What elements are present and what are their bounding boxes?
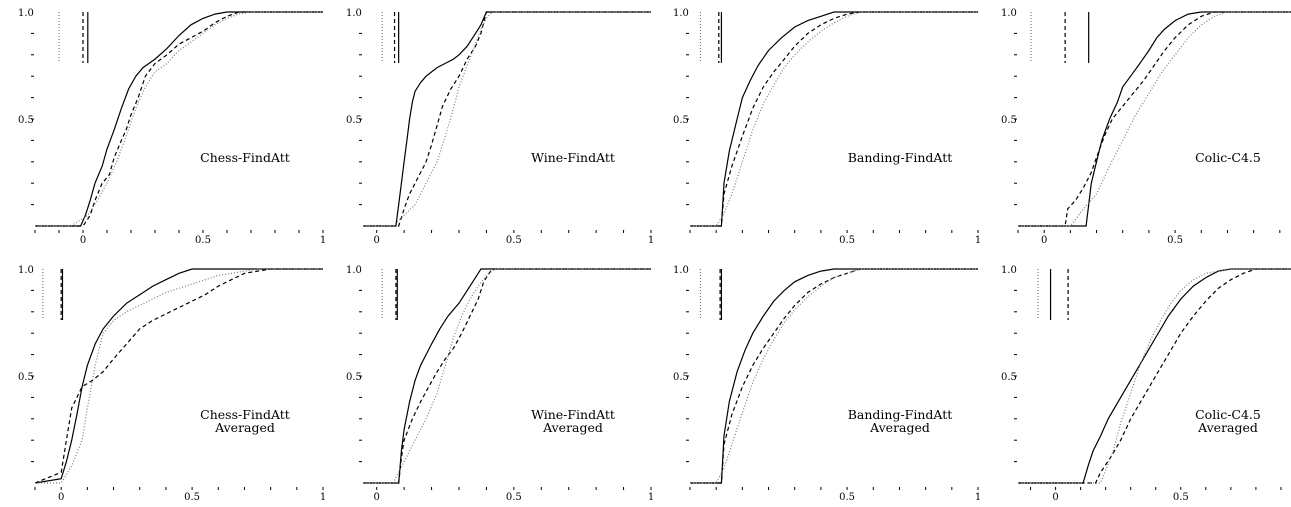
series-line-solid: [1018, 11, 1291, 227]
series-line-dashed: [34, 268, 323, 484]
y-tick-label: 0.5: [18, 372, 34, 383]
x-tick-label: 1: [975, 235, 981, 246]
panel-annotation: Wine-FindAtt: [531, 150, 615, 165]
panel-annotation: Averaged: [1197, 420, 1258, 435]
y-tick-label: 1.0: [1001, 265, 1017, 276]
panel-annotation: Banding-FindAtt: [848, 407, 953, 422]
y-tick-label: 1.0: [18, 8, 34, 19]
x-tick-label: 0.5: [839, 235, 855, 246]
y-tick-label: 0.5: [1001, 372, 1017, 383]
panel-annotation: Averaged: [869, 420, 930, 435]
x-tick-label: 0.5: [1173, 492, 1189, 502]
y-tick-label: 1.0: [346, 265, 362, 276]
series-line-dashed: [690, 11, 978, 227]
x-tick-label: 1: [320, 492, 326, 502]
series-line-dashed: [363, 268, 651, 484]
x-tick-label: 0.5: [195, 235, 211, 246]
y-tick-label: 1.0: [346, 8, 362, 19]
panel-1: 0.5 1.0 0 0.5 1 Chess-FindAtt: [18, 8, 326, 246]
y-tick-label: 1.0: [18, 265, 34, 276]
series-line-dotted: [690, 11, 978, 227]
panel-annotation: Wine-FindAtt: [531, 407, 615, 422]
x-tick-label: 0: [58, 492, 64, 502]
series-line-dotted: [1018, 268, 1291, 484]
series-line-dotted: [363, 268, 651, 484]
panel-annotation: Chess-FindAtt: [200, 407, 290, 422]
x-tick-label: 1: [648, 235, 654, 246]
series-line-dotted: [35, 268, 323, 484]
x-tick-label: 0.5: [184, 492, 200, 502]
series-line-solid: [690, 268, 978, 484]
series-line-dotted: [690, 268, 978, 484]
x-tick-label: 0: [374, 235, 380, 246]
series-line-dashed: [1018, 11, 1291, 227]
panel-annotation: Banding-FindAtt: [848, 150, 953, 165]
panel-annotation: Chess-FindAtt: [200, 150, 290, 165]
y-tick-label: 0.5: [1001, 115, 1017, 126]
x-tick-label: 1: [975, 492, 981, 502]
series-line-solid: [34, 268, 323, 484]
series-line-solid: [690, 11, 978, 227]
y-tick-label: 1.0: [1001, 8, 1017, 19]
x-tick-label: 1: [648, 492, 654, 502]
series-line-dashed: [35, 11, 323, 227]
x-tick-label: 0.5: [839, 492, 855, 502]
series-line-dotted: [363, 11, 651, 227]
series-line-dashed: [363, 11, 651, 227]
x-tick-label: 0.5: [1167, 235, 1183, 246]
x-tick-label: 0: [80, 235, 86, 246]
x-tick-label: 1: [320, 235, 326, 246]
x-tick-label: 0: [1041, 235, 1047, 246]
y-tick-label: 0.5: [346, 372, 362, 383]
x-tick-label: 0.5: [506, 235, 522, 246]
panel-3: 0.5 1.0 0.5 1 Banding-FindAtt: [673, 8, 981, 246]
y-tick-label: 0.5: [18, 115, 34, 126]
panel-2: 0.5 1.0 0 0.5 1 Wine-FindAtt: [346, 8, 654, 246]
x-tick-label: 0: [1052, 492, 1058, 502]
panel-annotation: Averaged: [542, 420, 603, 435]
series-line-dashed: [1018, 268, 1291, 484]
panel-4: 0.51.000.51Colic-C4.5: [1001, 8, 1291, 246]
y-tick-label: 0.5: [346, 115, 362, 126]
x-tick-label: 0: [374, 492, 380, 502]
y-tick-label: 1.0: [673, 8, 689, 19]
series-line-solid: [1018, 268, 1291, 484]
series-line-solid: [363, 268, 651, 484]
series-line-dashed: [690, 268, 978, 484]
series-line-solid: [35, 11, 323, 227]
series-line-dotted: [1018, 11, 1291, 227]
y-tick-label: 0.5: [673, 115, 689, 126]
series-line-dotted: [35, 11, 323, 227]
x-tick-label: 0.5: [506, 492, 522, 502]
y-tick-label: 1.0: [673, 265, 689, 276]
panel-annotation: Colic-C4.5: [1195, 150, 1261, 165]
panel-annotation: Averaged: [214, 420, 275, 435]
y-tick-label: 0.5: [673, 372, 689, 383]
series-line-solid: [363, 11, 651, 227]
panel-annotation: Colic-C4.5: [1195, 407, 1261, 422]
